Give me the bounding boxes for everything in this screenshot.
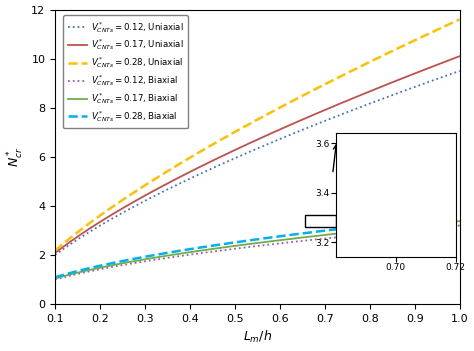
$V_{CNTs}^*=0.12$, Uniaxial [457,69,463,73]
$V_{CNTs}^*=0.28$, Biaxial [293,232,299,236]
Line: $V_{CNTs}^*=0.17$, Uniaxial: $V_{CNTs}^*=0.17$, Uniaxial [55,56,460,253]
$V_{CNTs}^*=0.28$, Biaxial [384,221,390,226]
$V_{CNTs}^*=0.28$, Uniaxial [457,17,463,21]
$V_{CNTs}^*=0.28$, Uniaxial [447,22,453,26]
$V_{CNTs}^*=0.17$, Biaxial [457,219,463,223]
Line: $V_{CNTs}^*=0.12$, Biaxial: $V_{CNTs}^*=0.12$, Biaxial [55,226,460,279]
X-axis label: $L_m/h$: $L_m/h$ [243,329,272,345]
$V_{CNTs}^*=0.12$, Biaxial [293,239,299,244]
$V_{CNTs}^*=0.12$, Uniaxial [247,150,253,154]
$V_{CNTs}^*=0.17$, Uniaxial [293,120,299,125]
$V_{CNTs}^*=0.12$, Biaxial [384,230,390,234]
$V_{CNTs}^*=0.28$, Uniaxial [271,108,277,113]
$V_{CNTs}^*=0.17$, Uniaxial [245,142,250,146]
$V_{CNTs}^*=0.28$, Uniaxial [293,97,299,101]
$V_{CNTs}^*=0.17$, Biaxial [52,277,58,281]
$V_{CNTs}^*=0.28$, Uniaxial [384,52,390,56]
$V_{CNTs}^*=0.28$, Biaxial [271,235,277,239]
Legend: $V_{CNTs}^*=0.12$, Uniaxial, $V_{CNTs}^*=0.17$, Uniaxial, $V_{CNTs}^*=0.28$, Uni: $V_{CNTs}^*=0.12$, Uniaxial, $V_{CNTs}^*… [64,15,188,128]
$V_{CNTs}^*=0.12$, Biaxial [447,224,453,229]
$V_{CNTs}^*=0.17$, Biaxial [384,226,390,230]
$V_{CNTs}^*=0.17$, Uniaxial [271,130,277,134]
$V_{CNTs}^*=0.12$, Biaxial [457,224,463,228]
$V_{CNTs}^*=0.17$, Uniaxial [384,82,390,87]
$V_{CNTs}^*=0.17$, Uniaxial [247,141,253,145]
$V_{CNTs}^*=0.12$, Uniaxial [245,151,250,155]
$V_{CNTs}^*=0.12$, Uniaxial [384,95,390,99]
$V_{CNTs}^*=0.17$, Uniaxial [52,251,58,255]
$V_{CNTs}^*=0.17$, Biaxial [293,236,299,240]
$V_{CNTs}^*=0.28$, Biaxial [457,214,463,218]
$V_{CNTs}^*=0.28$, Biaxial [247,238,253,243]
$V_{CNTs}^*=0.28$, Uniaxial [245,123,250,127]
Line: $V_{CNTs}^*=0.17$, Biaxial: $V_{CNTs}^*=0.17$, Biaxial [55,221,460,279]
$V_{CNTs}^*=0.28$, Biaxial [245,239,250,243]
Bar [305,215,336,227]
$V_{CNTs}^*=0.17$, Biaxial [271,239,277,243]
$V_{CNTs}^*=0.28$, Biaxial [52,275,58,279]
$V_{CNTs}^*=0.12$, Uniaxial [447,72,453,77]
$V_{CNTs}^*=0.28$, Uniaxial [247,122,253,126]
$V_{CNTs}^*=0.12$, Biaxial [271,242,277,246]
$V_{CNTs}^*=0.28$, Uniaxial [52,249,58,253]
$V_{CNTs}^*=0.28$, Biaxial [447,214,453,219]
$V_{CNTs}^*=0.12$, Biaxial [52,277,58,282]
$V_{CNTs}^*=0.17$, Biaxial [447,220,453,224]
$V_{CNTs}^*=0.17$, Uniaxial [447,58,453,62]
$V_{CNTs}^*=0.17$, Uniaxial [457,54,463,58]
$V_{CNTs}^*=0.17$, Biaxial [247,242,253,246]
$V_{CNTs}^*=0.12$, Biaxial [247,245,253,249]
$V_{CNTs}^*=0.12$, Biaxial [245,245,250,249]
Line: $V_{CNTs}^*=0.12$, Uniaxial: $V_{CNTs}^*=0.12$, Uniaxial [55,71,460,255]
Y-axis label: $N_{cr}^*$: $N_{cr}^*$ [6,147,26,167]
Line: $V_{CNTs}^*=0.28$, Uniaxial: $V_{CNTs}^*=0.28$, Uniaxial [55,19,460,251]
$V_{CNTs}^*=0.17$, Biaxial [245,242,250,246]
$V_{CNTs}^*=0.12$, Uniaxial [52,253,58,257]
$V_{CNTs}^*=0.12$, Uniaxial [293,130,299,134]
Line: $V_{CNTs}^*=0.28$, Biaxial: $V_{CNTs}^*=0.28$, Biaxial [55,216,460,277]
$V_{CNTs}^*=0.12$, Uniaxial [271,139,277,144]
